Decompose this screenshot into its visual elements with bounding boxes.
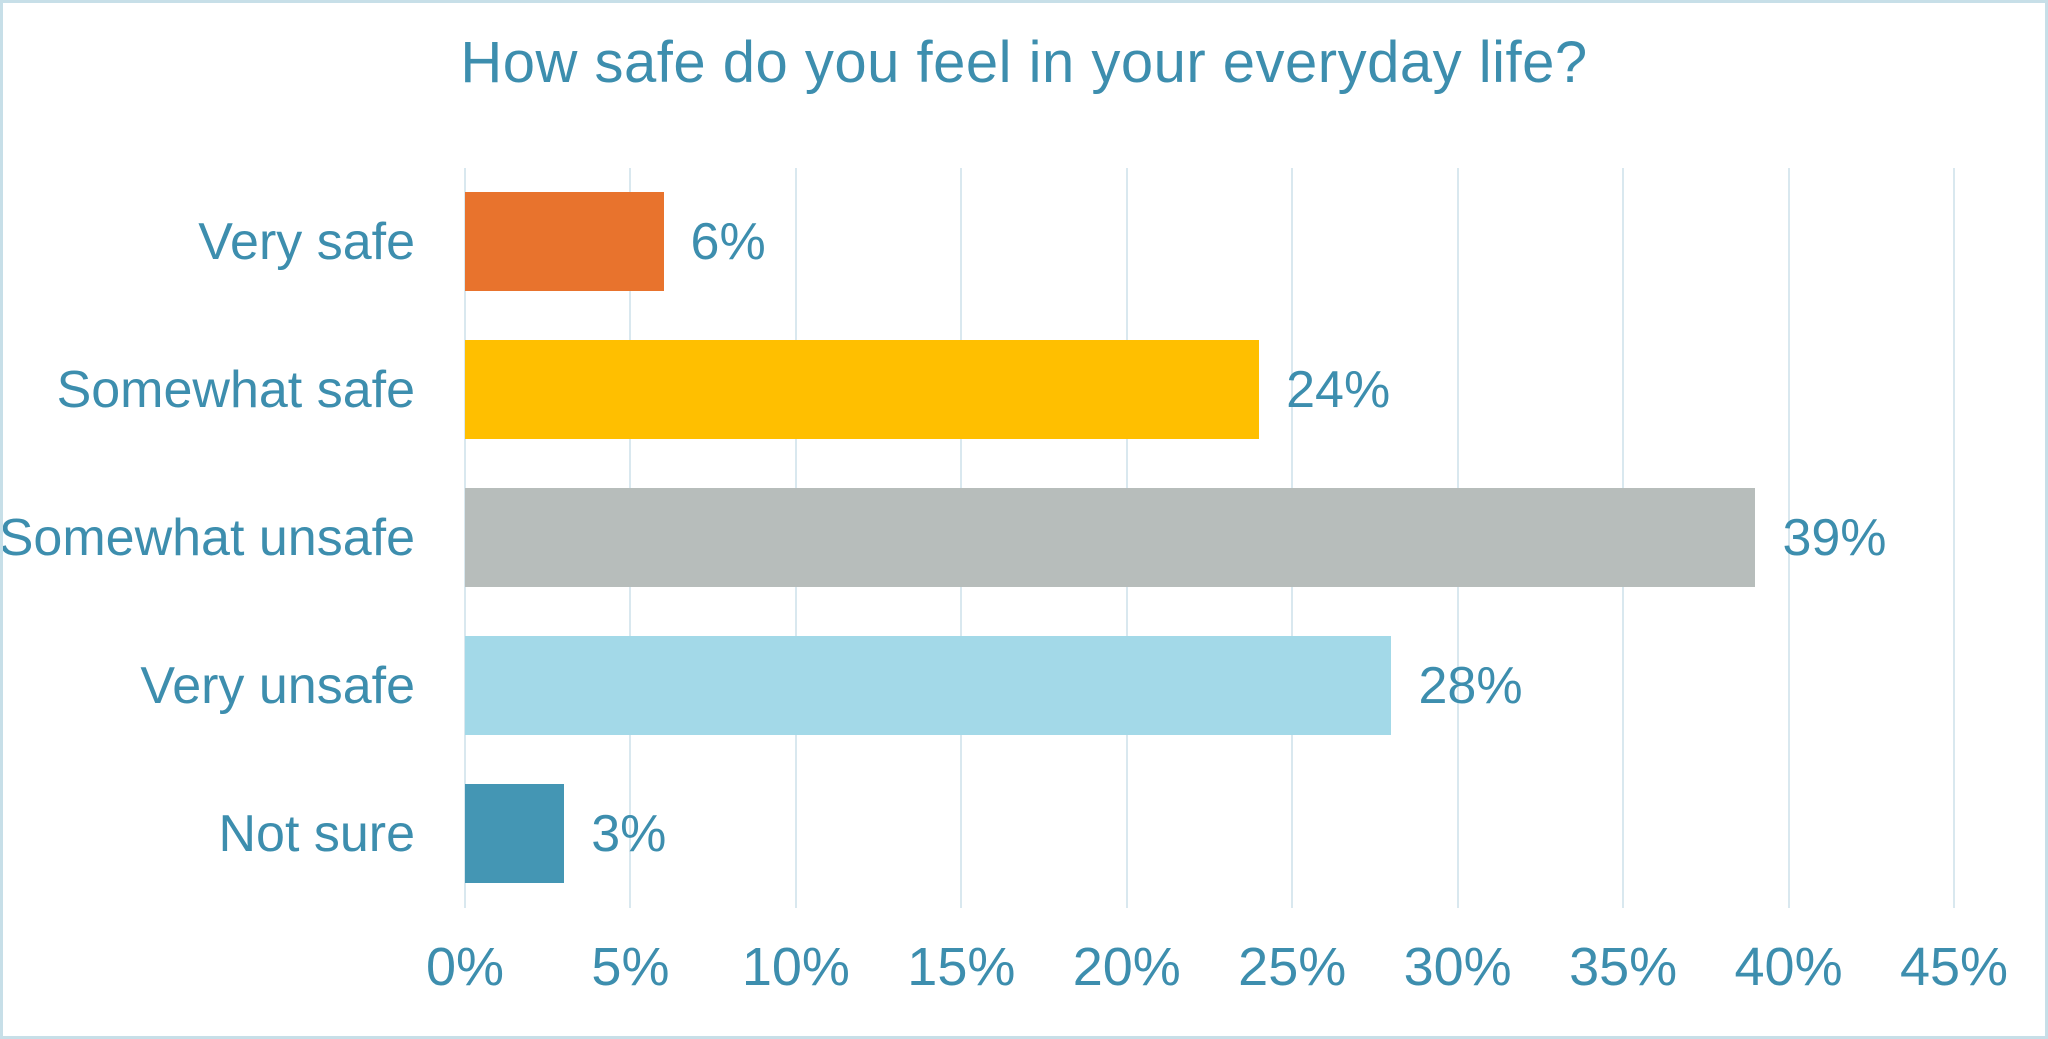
bar-row: Very unsafe 28% xyxy=(140,612,1954,760)
bar-very-safe xyxy=(465,192,664,291)
value-label: 6% xyxy=(690,213,766,271)
x-axis-tick-label: 30% xyxy=(1403,937,1512,997)
bar-row: Somewhat unsafe 39% xyxy=(3,464,1954,612)
x-axis-tick-label: 5% xyxy=(591,937,670,997)
value-label: 39% xyxy=(1782,509,1887,567)
x-axis-tick-label: 45% xyxy=(1899,937,2009,997)
value-label: 24% xyxy=(1286,361,1391,419)
value-label: 28% xyxy=(1418,657,1523,715)
category-label: Somewhat safe xyxy=(56,361,415,419)
gridline xyxy=(1787,168,1790,908)
x-axis-tick-label: 10% xyxy=(741,937,850,997)
x-axis-tick-label: 20% xyxy=(1072,937,1181,997)
bar-row: Very safe 6% xyxy=(198,168,1954,316)
bar-somewhat-unsafe xyxy=(465,488,1756,587)
bar-not-sure xyxy=(465,784,565,883)
bar-row: Somewhat safe 24% xyxy=(57,316,1954,464)
x-axis-tick-label: 25% xyxy=(1238,937,1347,997)
value-label: 3% xyxy=(591,805,667,863)
chart-title: How safe do you feel in your everyday li… xyxy=(460,30,1588,95)
category-label: Very unsafe xyxy=(140,657,415,715)
gridline xyxy=(1953,168,1955,908)
bar-somewhat-safe xyxy=(465,340,1260,439)
category-label: Very safe xyxy=(198,213,415,271)
x-axis-tick-label: 35% xyxy=(1569,937,1678,997)
bar-row: Not sure 3% xyxy=(218,760,1954,908)
category-label: Not sure xyxy=(218,805,415,863)
category-label: Somewhat unsafe xyxy=(0,509,415,567)
x-axis-tick-label: 0% xyxy=(425,937,505,997)
bar-very-unsafe xyxy=(465,636,1392,735)
plot-area: 0% 5% 10% 15% 20% 25% 30% 35% 40% 45% Very safe 6% S… xyxy=(3,168,2008,997)
x-axis-tick-label: 15% xyxy=(907,937,1016,997)
x-axis-tick-label: 40% xyxy=(1734,937,1843,997)
